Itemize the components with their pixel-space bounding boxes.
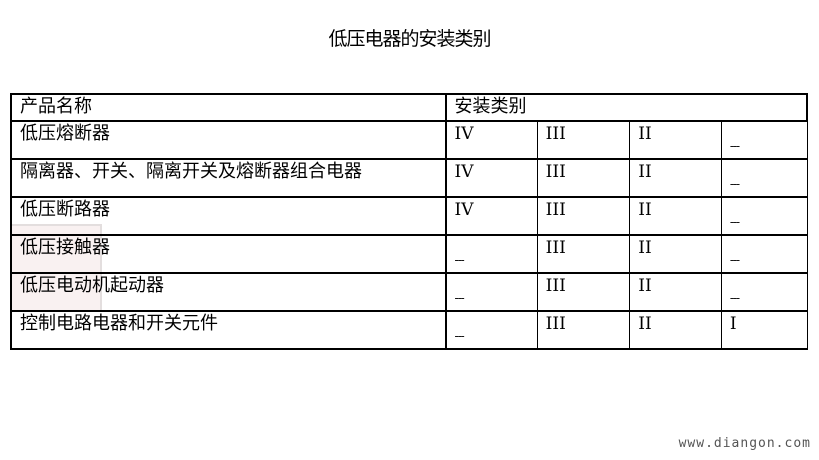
category-value: III [545,276,566,296]
table-row: 控制电路电器和开关元件 --- III II I [10,310,808,350]
category-value: II [638,200,652,220]
table-row: 隔离器、开关、隔离开关及熔断器组合电器 IV III II --- [10,158,808,198]
table-row: 低压电动机起动器 --- III II --- [10,272,808,312]
category-value: --- [729,291,740,305]
category-cell: II [629,120,722,160]
category-cell: II [629,310,722,350]
product-name-cell: 控制电路电器和开关元件 [10,310,447,350]
category-cell: IV [445,158,538,198]
header-product-name: 产品名称 [10,93,447,122]
product-name-cell: 低压接触器 [10,234,447,274]
category-cell: III [536,196,631,236]
table-header-row: 产品名称 安装类别 [10,93,809,122]
header-install-category: 安装类别 [444,93,809,122]
category-value: --- [454,291,465,305]
category-cell: II [629,158,722,198]
category-cell: II [629,234,722,274]
category-value: IV [454,200,474,220]
installation-category-table: 产品名称 安装类别 低压熔断器 IV III II --- 隔离器、开关、隔离开关及熔断器… [10,93,809,350]
category-cell: --- [445,234,538,274]
category-value: II [638,276,652,296]
category-value: III [545,124,566,144]
category-value: IV [454,124,474,144]
category-value: III [545,162,566,182]
category-cell: --- [720,272,808,312]
category-cell: --- [720,120,808,160]
product-name-cell: 低压断路器 [10,196,447,236]
category-cell: I [720,310,808,350]
category-cell: III [536,120,631,160]
category-cell: III [536,158,631,198]
category-cell: --- [720,196,808,236]
category-cell: IV [445,196,538,236]
category-cell: --- [445,310,538,350]
category-value: --- [454,329,465,343]
category-value: III [545,200,566,220]
category-value: --- [454,253,465,267]
category-value: II [638,314,652,334]
category-value: II [638,124,652,144]
category-cell: --- [445,272,538,312]
category-cell: III [536,310,631,350]
category-value: III [545,238,566,258]
product-name-cell: 低压熔断器 [10,120,447,160]
category-value: --- [729,215,740,229]
watermark-text: www.diangon.com [678,436,811,451]
product-name-cell: 隔离器、开关、隔离开关及熔断器组合电器 [10,158,447,198]
category-value: II [638,162,652,182]
category-cell: IV [445,120,538,160]
category-cell: --- [720,158,808,198]
category-cell: III [536,272,631,312]
category-value: III [545,314,566,334]
category-value: --- [729,139,740,153]
category-cell: --- [720,234,808,274]
table-row: 低压熔断器 IV III II --- [10,120,808,160]
category-cell: III [536,234,631,274]
table-row: 低压断路器 IV III II --- [10,196,808,236]
table-row: 低压接触器 --- III II --- [10,234,808,274]
category-value: I [729,314,737,334]
category-value: --- [729,177,740,191]
category-cell: II [629,196,722,236]
category-value: --- [729,253,740,267]
category-value: II [638,238,652,258]
category-cell: II [629,272,722,312]
page-title: 低压电器的安装类别 [328,28,491,50]
category-value: IV [454,162,474,182]
product-name-cell: 低压电动机起动器 [10,272,447,312]
